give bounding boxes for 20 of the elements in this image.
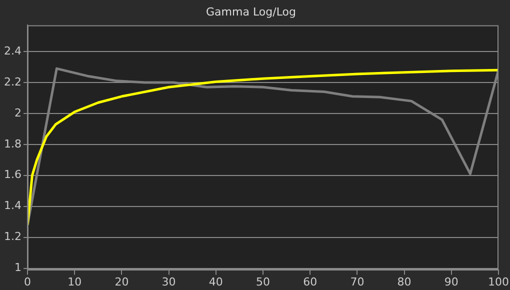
- y-tick-label: 1.4: [4, 199, 22, 212]
- y-tick-label: 1.8: [4, 137, 22, 150]
- y-tick-label: 1: [14, 261, 22, 274]
- y-tick-label: 2.4: [4, 44, 22, 58]
- x-tick-label: 100: [488, 275, 509, 288]
- chart-title: Gamma Log/Log: [206, 5, 296, 18]
- x-tick-label: 0: [24, 275, 31, 288]
- y-tick-label: 1.2: [4, 230, 22, 244]
- x-tick-label: 10: [68, 275, 82, 288]
- y-tick-label: 2.2: [4, 75, 22, 88]
- x-tick-label: 30: [162, 275, 176, 288]
- x-tick-label: 40: [208, 275, 223, 288]
- x-tick-label: 90: [444, 275, 458, 288]
- x-tick-label: 80: [397, 275, 412, 288]
- y-tick-label: 1.6: [4, 168, 22, 182]
- x-tick-label: 50: [256, 275, 270, 288]
- x-tick-label: 20: [114, 275, 129, 288]
- x-tick-label: 60: [303, 275, 318, 288]
- x-tick-label: 70: [350, 275, 364, 288]
- y-tick-label: 2: [14, 106, 22, 120]
